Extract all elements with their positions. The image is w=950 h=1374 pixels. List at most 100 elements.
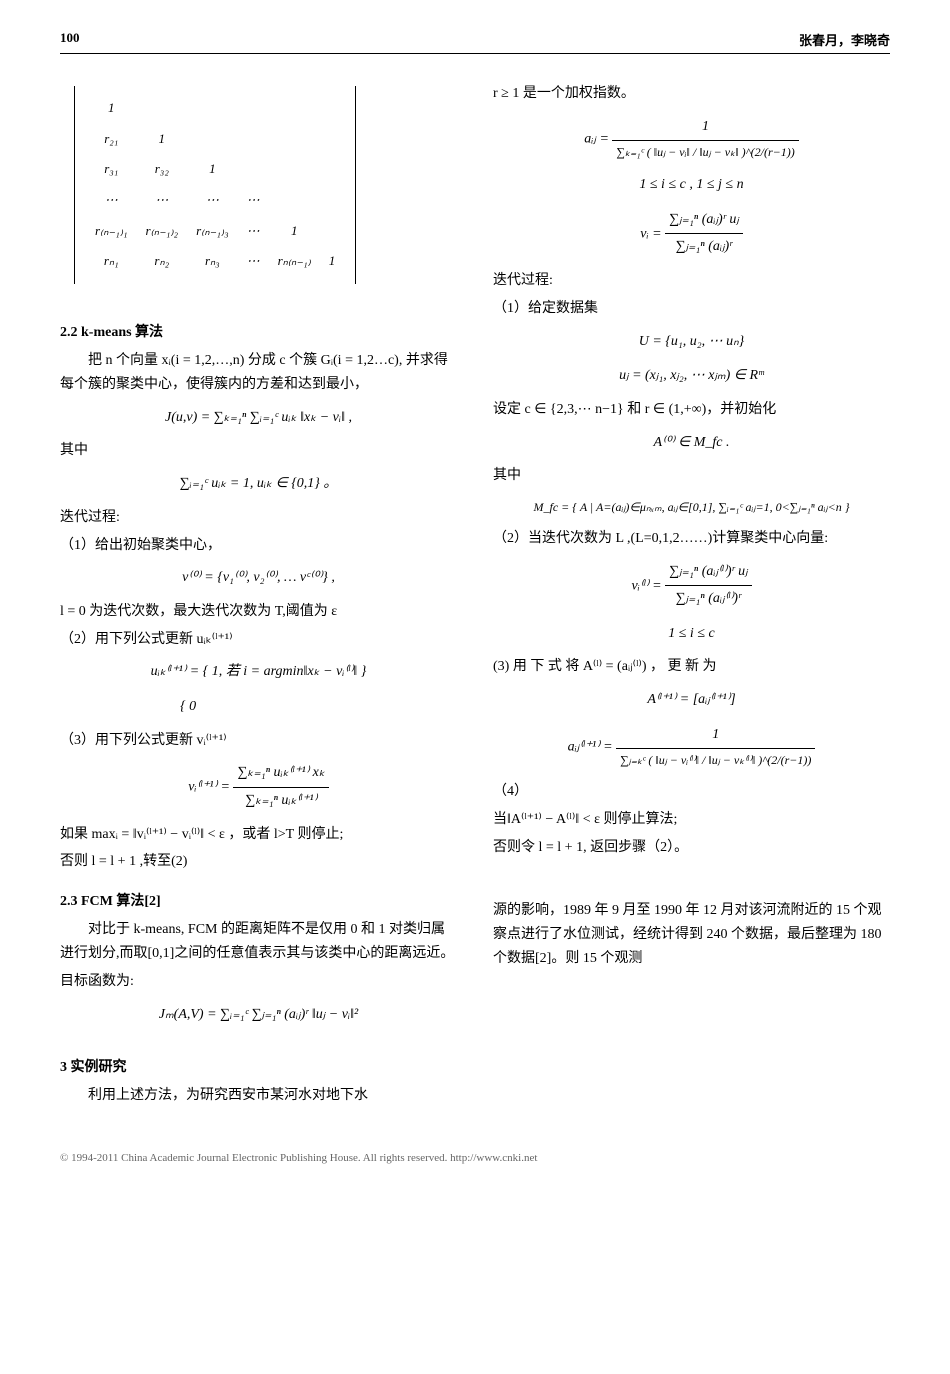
vi-den: ∑ⱼ₌₁ⁿ (aᵢⱼ)ʳ (665, 234, 743, 261)
aij-formula: aᵢⱼ = 1 ∑ₖ₌₁ᶜ ( ‖uⱼ − vᵢ‖ / ‖uⱼ − vₖ‖ )^… (493, 114, 890, 164)
matrix-cell: r₃₂ (138, 155, 187, 184)
else-text: 否则 l = l + 1 ,转至(2) (60, 850, 457, 874)
matrix-cell (270, 94, 319, 123)
aijL-prefix: aᵢⱼ⁽ˡ⁺¹⁾ = (568, 739, 616, 754)
matrix-cell: r₃₁ (87, 155, 136, 184)
uj-formula: uⱼ = (xⱼ₁, xⱼ₂, ⋯ xⱼₘ) ∈ Rᵐ (493, 363, 890, 390)
matrix-cell (321, 217, 344, 246)
U-set: U = {u₁, u₂, ⋯ uₙ} (493, 329, 890, 356)
right-column: r ≥ 1 是一个加权指数。 aᵢⱼ = 1 ∑ₖ₌₁ᶜ ( ‖uⱼ − vᵢ‖… (493, 78, 890, 1112)
matrix-cell (270, 155, 319, 184)
matrix-cell: 1 (270, 217, 319, 246)
qizhong-1: 其中 (60, 439, 457, 463)
matrix-cell: r₍ₙ₋₁₎₂ (138, 217, 187, 246)
aijL-den: ∑ⱼ₌ₖᶜ ( ‖uⱼ − vᵢ⁽ˡ⁾‖ / ‖uⱼ − vₖ⁽ˡ⁾‖ )^(2… (616, 749, 815, 772)
sec3-p1: 利用上述方法，为研究西安市某河水对地下水 (60, 1084, 457, 1108)
matrix-cell (188, 125, 237, 154)
matrix-cell: ⋯ (188, 186, 237, 215)
v-update-formula: vᵢ⁽ˡ⁺¹⁾ = ∑ₖ₌₁ⁿ uᵢₖ⁽ˡ⁺¹⁾ xₖ ∑ₖ₌₁ⁿ uᵢₖ⁽ˡ⁺… (60, 760, 457, 814)
matrix-cell: r₍ₙ₋₁₎₁ (87, 217, 136, 246)
Al1-formula: A⁽ˡ⁺¹⁾ = [aᵢⱼ⁽ˡ⁺¹⁾] (493, 687, 890, 714)
matrix-cell (321, 94, 344, 123)
aijL-num: 1 (616, 722, 815, 750)
matrix-cell: 1 (87, 94, 136, 123)
A0-formula: A⁽⁰⁾ ∈ M_fc . (493, 430, 890, 457)
vi-formula: vᵢ = ∑ⱼ₌₁ⁿ (aᵢⱼ)ʳ uⱼ ∑ⱼ₌₁ⁿ (aᵢⱼ)ʳ (493, 207, 890, 261)
page-number: 100 (60, 30, 80, 49)
page-header: 100 张春月，李晓奇 (60, 30, 890, 54)
range-2: 1 ≤ i ≤ c (493, 621, 890, 648)
u-formula-1: uᵢₖ⁽ˡ⁺¹⁾ = { 1, 若 i = argmin‖xₖ − vᵢ⁽ˡ⁾‖… (60, 659, 457, 686)
r-text: r ≥ 1 是一个加权指数。 (493, 82, 890, 106)
aij-prefix: aᵢⱼ = (584, 131, 612, 146)
range-1: 1 ≤ i ≤ c , 1 ≤ j ≤ n (493, 172, 890, 199)
viL-prefix: vᵢ⁽ˡ⁾ = (631, 578, 665, 593)
stop-text: 如果 maxᵢ = ‖vᵢ⁽ˡ⁺¹⁾ − vᵢ⁽ˡ⁾‖ < ε ，或者 l>T … (60, 823, 457, 847)
step-2-right: （2）当迭代次数为 L ,(L=0,1,2……)计算聚类中心向量: (493, 527, 890, 551)
matrix-cell (321, 155, 344, 184)
l0-text: l = 0 为迭代次数，最大迭代次数为 T,阈值为 ε (60, 600, 457, 624)
set-c: 设定 c ∈ {2,3,⋯ n−1} 和 r ∈ (1,+∞)，并初始化 (493, 398, 890, 422)
step-3-right: (3) 用 下 式 将 A⁽ˡ⁾ = (aᵢⱼ⁽ˡ⁾) ， 更 新 为 (493, 655, 890, 679)
matrix-cell: 1 (138, 125, 187, 154)
matrix-cell: ⋯ (138, 186, 187, 215)
v-num: ∑ₖ₌₁ⁿ uᵢₖ⁽ˡ⁺¹⁾ xₖ (233, 760, 328, 788)
v-prefix: vᵢ⁽ˡ⁺¹⁾ = (188, 780, 233, 795)
page-footer: © 1994-2011 China Academic Journal Elect… (60, 1152, 890, 1164)
sec-2-3-title: 2.3 FCM 算法[2] (60, 890, 457, 910)
matrix-cell: rₙ₃ (188, 247, 237, 276)
vi-num: ∑ⱼ₌₁ⁿ (aᵢⱼ)ʳ uⱼ (665, 207, 743, 235)
Mfc-formula: M_fc = { A | A=(aᵢⱼ)∈μₙₓₘ, aᵢⱼ∈[0,1], ∑ᵢ… (493, 496, 890, 519)
viL-formula: vᵢ⁽ˡ⁾ = ∑ⱼ₌₁ⁿ (aᵢⱼ⁽ˡ⁾)ʳ uⱼ ∑ⱼ₌₁ⁿ (aᵢⱼ⁽ˡ⁾… (493, 559, 890, 613)
matrix-cell (138, 94, 187, 123)
matrix-cell (239, 125, 268, 154)
sec-3-title: 3 实例研究 (60, 1056, 457, 1076)
aij-num: 1 (612, 114, 798, 142)
left-column: 1r₂₁1r₃₁r₃₂1⋯⋯⋯⋯r₍ₙ₋₁₎₁r₍ₙ₋₁₎₂r₍ₙ₋₁₎₃⋯1r… (60, 78, 457, 1112)
aij-den: ∑ₖ₌₁ᶜ ( ‖uⱼ − vᵢ‖ / ‖uⱼ − vₖ‖ )^(2/(r−1)… (612, 141, 798, 164)
r-matrix: 1r₂₁1r₃₁r₃₂1⋯⋯⋯⋯r₍ₙ₋₁₎₁r₍ₙ₋₁₎₂r₍ₙ₋₁₎₃⋯1r… (74, 86, 356, 284)
matrix-cell (270, 186, 319, 215)
iter-title-right: 迭代过程: (493, 269, 890, 293)
v0-formula: v⁽⁰⁾ = {v₁⁽⁰⁾, v₂⁽⁰⁾, … vᶜ⁽⁰⁾} , (60, 565, 457, 592)
u-formula-2: { 0 (60, 694, 457, 721)
matrix-cell: ⋯ (87, 186, 136, 215)
step-4-label: （4） (493, 780, 890, 804)
constraint-formula: ∑ᵢ₌₁ᶜ uᵢₖ = 1, uᵢₖ ∈ {0,1} 。 (60, 471, 457, 498)
matrix-cell: ⋯ (239, 247, 268, 276)
viL-num: ∑ⱼ₌₁ⁿ (aᵢⱼ⁽ˡ⁾)ʳ uⱼ (665, 559, 751, 587)
matrix-cell: 1 (188, 155, 237, 184)
v-den: ∑ₖ₌₁ⁿ uᵢₖ⁽ˡ⁺¹⁾ (233, 788, 328, 815)
stop-2: 当‖A⁽ˡ⁺¹⁾ − A⁽ˡ⁾‖ < ε 则停止算法; (493, 808, 890, 832)
matrix-cell: rₙ₂ (138, 247, 187, 276)
else-2: 否则令 l = l + 1, 返回步骤（2）。 (493, 836, 890, 860)
matrix-cell: rₙ₁ (87, 247, 136, 276)
step-3-left: （3）用下列公式更新 vᵢ⁽ˡ⁺¹⁾ (60, 729, 457, 753)
matrix-cell: r₍ₙ₋₁₎₃ (188, 217, 237, 246)
matrix-cell: rₙ₍ₙ₋₁₎ (270, 247, 319, 276)
two-column-body: 1r₂₁1r₃₁r₃₂1⋯⋯⋯⋯r₍ₙ₋₁₎₁r₍ₙ₋₁₎₂r₍ₙ₋₁₎₃⋯1r… (60, 78, 890, 1112)
matrix-cell: ⋯ (239, 186, 268, 215)
step-2-left: （2）用下列公式更新 uᵢₖ⁽ˡ⁺¹⁾ (60, 628, 457, 652)
qizhong-2: 其中 (493, 464, 890, 488)
aijL-formula: aᵢⱼ⁽ˡ⁺¹⁾ = 1 ∑ⱼ₌ₖᶜ ( ‖uⱼ − vᵢ⁽ˡ⁾‖ / ‖uⱼ … (493, 722, 890, 772)
matrix-cell (270, 125, 319, 154)
matrix-cell: ⋯ (239, 217, 268, 246)
vi-prefix: vᵢ = (640, 226, 665, 241)
fcm-p1: 对比于 k-means, FCM 的距离矩阵不是仅用 0 和 1 对类归属进行划… (60, 918, 457, 966)
matrix-cell: r₂₁ (87, 125, 136, 154)
matrix-cell (239, 155, 268, 184)
matrix-cell (321, 125, 344, 154)
Jm-formula: Jₘ(A,V) = ∑ᵢ₌₁ᶜ ∑ⱼ₌₁ⁿ (aᵢⱼ)ʳ ‖uⱼ − vᵢ‖² (60, 1002, 457, 1029)
viL-den: ∑ⱼ₌₁ⁿ (aᵢⱼ⁽ˡ⁾)ʳ (665, 586, 751, 613)
page-authors: 张春月，李晓奇 (799, 30, 890, 49)
matrix-cell (321, 186, 344, 215)
sec-2-2-title: 2.2 k-means 算法 (60, 321, 457, 341)
step-1-right: （1）给定数据集 (493, 297, 890, 321)
orphan-para: 源的影响，1989 年 9 月至 1990 年 12 月对该河流附近的 15 个… (493, 899, 890, 970)
matrix-cell (239, 94, 268, 123)
matrix-cell: 1 (321, 247, 344, 276)
obj-label: 目标函数为: (60, 970, 457, 994)
J-formula: J(u,v) = ∑ₖ₌₁ⁿ ∑ᵢ₌₁ᶜ uᵢₖ ‖xₖ − vᵢ‖ , (60, 405, 457, 432)
iter-title-left: 迭代过程: (60, 506, 457, 530)
